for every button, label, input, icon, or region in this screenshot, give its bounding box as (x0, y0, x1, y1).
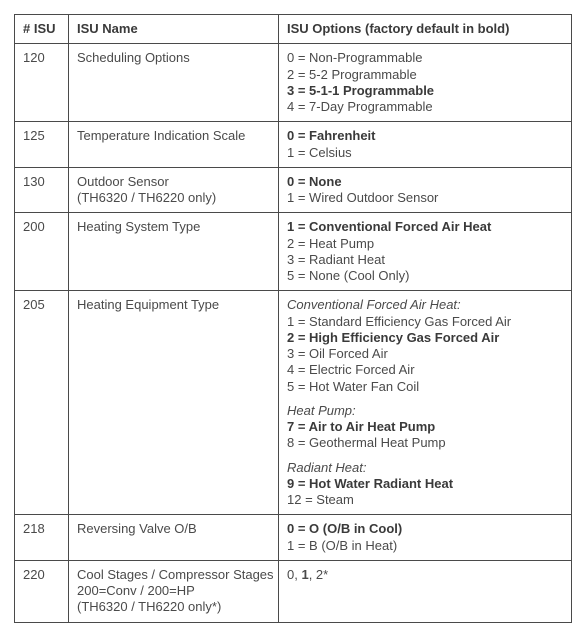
option-line-default: 9 = Hot Water Radiant Heat (287, 476, 563, 492)
isu-num: 218 (15, 515, 69, 561)
isu-options: 0, 1, 2* (279, 560, 572, 622)
header-isu-num: # ISU (15, 15, 69, 44)
option-line: 5 = None (Cool Only) (287, 268, 563, 284)
table-row: 205 Heating Equipment Type Conventional … (15, 291, 572, 515)
option-line-default: 1 = Conventional Forced Air Heat (287, 219, 563, 235)
isu-options: 0 = O (O/B in Cool) 1 = B (O/B in Heat) (279, 515, 572, 561)
option-line-default: 0 = Fahrenheit (287, 128, 563, 144)
isu-num: 120 (15, 44, 69, 122)
table-row: 130 Outdoor Sensor (TH6320 / TH6220 only… (15, 167, 572, 213)
isu-name: Heating System Type (69, 213, 279, 291)
table-header-row: # ISU ISU Name ISU Options (factory defa… (15, 15, 572, 44)
isu-name: Outdoor Sensor (TH6320 / TH6220 only) (69, 167, 279, 213)
spacer (287, 452, 563, 460)
isu-name-line: Cool Stages / Compressor Stages (77, 567, 270, 583)
table-row: 200 Heating System Type 1 = Conventional… (15, 213, 572, 291)
option-default-value: 1 (301, 567, 308, 582)
option-line: 0 = Non-Programmable (287, 50, 563, 66)
isu-options: Conventional Forced Air Heat: 1 = Standa… (279, 291, 572, 515)
header-isu-options: ISU Options (factory default in bold) (279, 15, 572, 44)
option-text: , 2* (309, 567, 329, 582)
option-line: 5 = Hot Water Fan Coil (287, 379, 563, 395)
option-line: 2 = 5-2 Programmable (287, 67, 563, 83)
option-line: 3 = Radiant Heat (287, 252, 563, 268)
option-line-default: 3 = 5-1-1 Programmable (287, 83, 563, 99)
isu-options: 0 = Fahrenheit 1 = Celsius (279, 122, 572, 168)
header-isu-name: ISU Name (69, 15, 279, 44)
isu-name: Cool Stages / Compressor Stages 200=Conv… (69, 560, 279, 622)
option-line: 4 = 7-Day Programmable (287, 99, 563, 115)
option-group-heading: Conventional Forced Air Heat: (287, 297, 563, 313)
isu-name-line: 200=Conv / 200=HP (77, 583, 270, 599)
option-line-default: 0 = O (O/B in Cool) (287, 521, 563, 537)
option-text: 0, (287, 567, 301, 582)
option-line: 2 = Heat Pump (287, 236, 563, 252)
option-line-default: 2 = High Efficiency Gas Forced Air (287, 330, 563, 346)
option-line: 1 = Wired Outdoor Sensor (287, 190, 563, 206)
isu-name: Scheduling Options (69, 44, 279, 122)
isu-name: Temperature Indication Scale (69, 122, 279, 168)
spacer (287, 395, 563, 403)
isu-name-note: (TH6320 / TH6220 only*) (77, 599, 270, 615)
isu-name-line: Outdoor Sensor (77, 174, 270, 190)
option-line: 1 = Celsius (287, 145, 563, 161)
table-row: 125 Temperature Indication Scale 0 = Fah… (15, 122, 572, 168)
isu-num: 220 (15, 560, 69, 622)
option-line: 3 = Oil Forced Air (287, 346, 563, 362)
option-line-default: 7 = Air to Air Heat Pump (287, 419, 563, 435)
option-group-heading: Heat Pump: (287, 403, 563, 419)
option-line: 4 = Electric Forced Air (287, 362, 563, 378)
option-line-default: 0 = None (287, 174, 563, 190)
table-row: 218 Reversing Valve O/B 0 = O (O/B in Co… (15, 515, 572, 561)
isu-name: Reversing Valve O/B (69, 515, 279, 561)
table-row: 120 Scheduling Options 0 = Non-Programma… (15, 44, 572, 122)
option-line: 12 = Steam (287, 492, 563, 508)
isu-num: 130 (15, 167, 69, 213)
isu-name-note: (TH6320 / TH6220 only) (77, 190, 270, 206)
option-line: 1 = Standard Efficiency Gas Forced Air (287, 314, 563, 330)
isu-num: 125 (15, 122, 69, 168)
table-row: 220 Cool Stages / Compressor Stages 200=… (15, 560, 572, 622)
isu-options: 0 = None 1 = Wired Outdoor Sensor (279, 167, 572, 213)
isu-options: 1 = Conventional Forced Air Heat 2 = Hea… (279, 213, 572, 291)
option-line: 1 = B (O/B in Heat) (287, 538, 563, 554)
option-line: 8 = Geothermal Heat Pump (287, 435, 563, 451)
isu-settings-table: # ISU ISU Name ISU Options (factory defa… (14, 14, 572, 623)
option-group-heading: Radiant Heat: (287, 460, 563, 476)
isu-num: 205 (15, 291, 69, 515)
isu-name: Heating Equipment Type (69, 291, 279, 515)
isu-num: 200 (15, 213, 69, 291)
isu-options: 0 = Non-Programmable 2 = 5-2 Programmabl… (279, 44, 572, 122)
